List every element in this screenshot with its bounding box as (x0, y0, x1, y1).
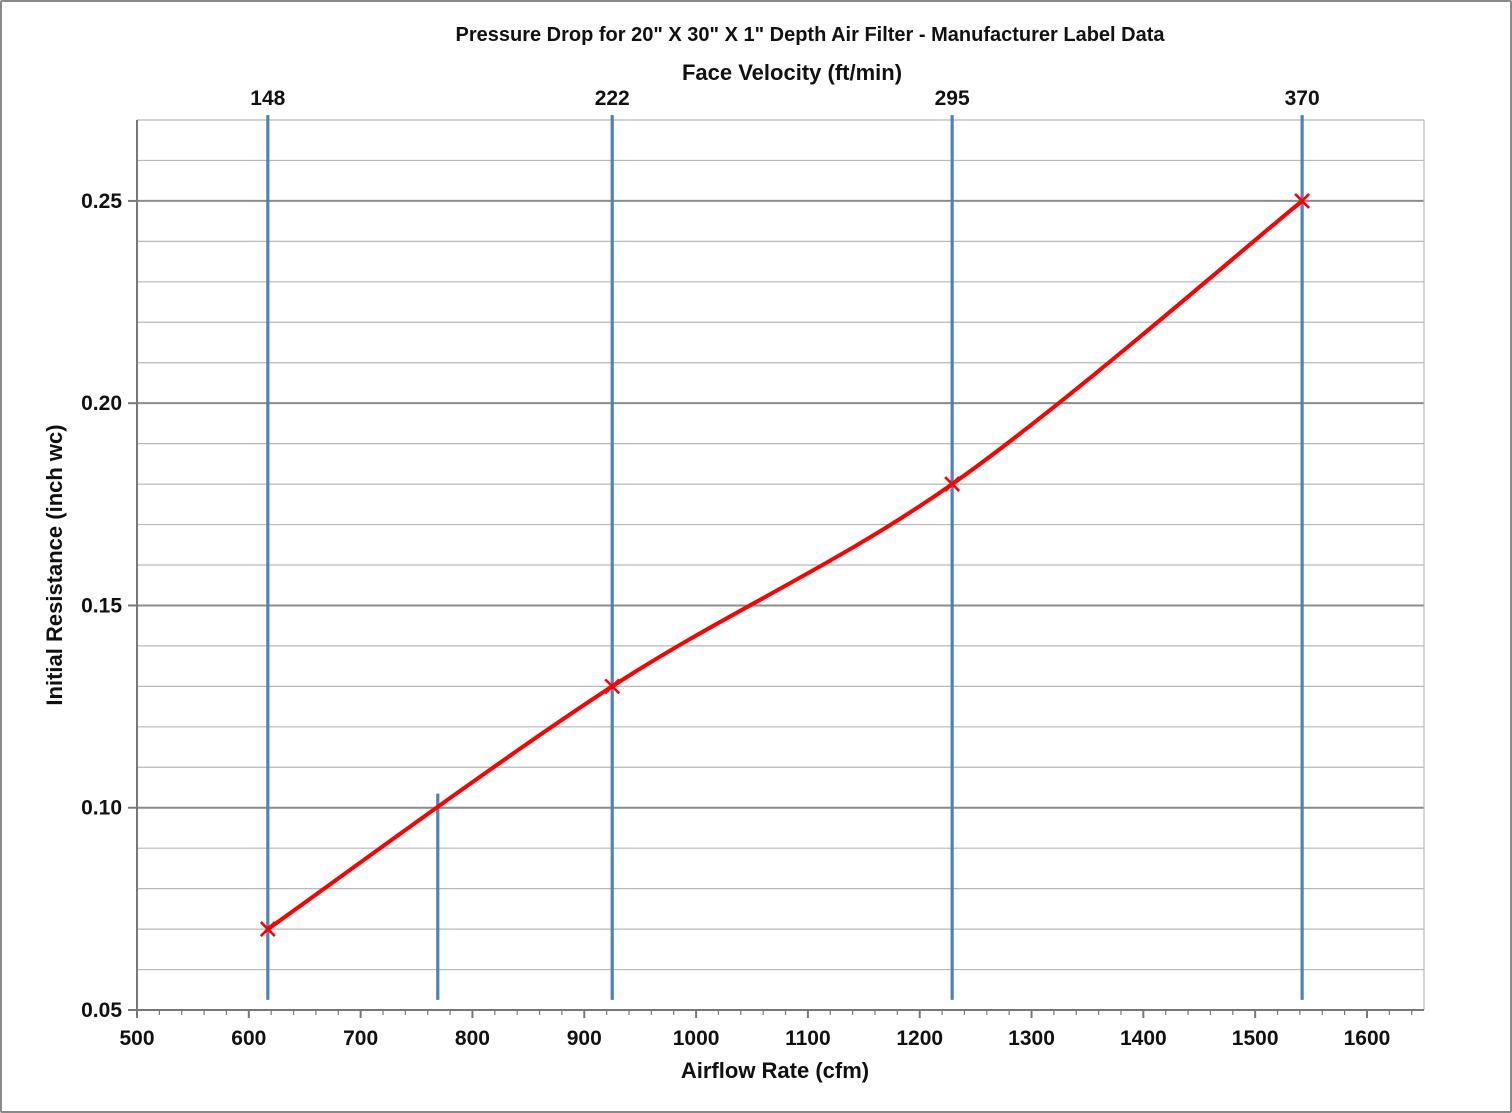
data-point-marker (944, 476, 961, 493)
x-tick-label: 1000 (673, 1027, 720, 1050)
x-axis-title: Airflow Rate (cfm) (680, 1058, 870, 1083)
x-tick-label: 800 (455, 1027, 490, 1050)
x-tick-label: 1100 (785, 1027, 831, 1050)
x-tick-label: 1300 (1008, 1027, 1055, 1050)
y-tick-label: 0.25 (81, 190, 122, 213)
series-line (265, 198, 1305, 932)
top-axis-title: Face Velocity (ft/min) (681, 60, 903, 85)
top-tick-label: 370 (1285, 87, 1320, 110)
x-tick-label: 1600 (1344, 1027, 1391, 1050)
x-tick-label: 600 (231, 1027, 266, 1050)
chart-title: Pressure Drop for 20" X 30" X 1" Depth A… (455, 24, 1165, 46)
y-axis-title: Initial Resistance (inch wc) (42, 424, 67, 706)
top-tick-label: 148 (250, 87, 285, 110)
x-tick-label: 900 (567, 1027, 602, 1050)
top-tick-label: 295 (935, 87, 970, 110)
x-tick-label: 1200 (896, 1027, 943, 1050)
y-tick-label: 0.15 (81, 594, 122, 617)
y-tick-label: 0.20 (81, 392, 122, 415)
x-tick-label: 500 (119, 1027, 154, 1050)
data-point-marker (604, 678, 621, 695)
data-point-marker (1294, 192, 1311, 209)
y-tick-label: 0.05 (81, 999, 122, 1022)
top-tick-label: 222 (595, 87, 630, 110)
y-tick-label: 0.10 (81, 797, 122, 820)
x-tick-label: 700 (343, 1027, 378, 1050)
x-tick-label: 1400 (1120, 1027, 1167, 1050)
x-tick-label: 1500 (1232, 1027, 1279, 1050)
data-point-marker (259, 921, 276, 938)
